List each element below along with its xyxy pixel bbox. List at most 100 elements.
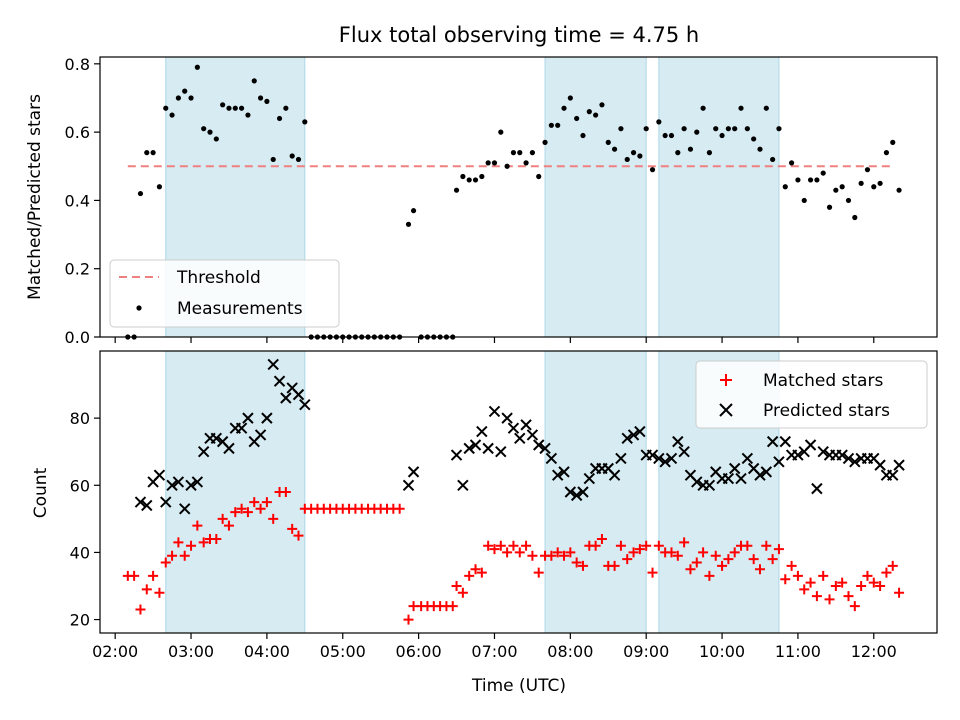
measurement-point	[302, 119, 308, 125]
matched-star-point	[634, 544, 645, 555]
measurement-point	[668, 132, 675, 139]
predicted-star-point	[817, 446, 829, 458]
matched-star-point	[552, 547, 563, 558]
predicted-star-point	[728, 462, 741, 475]
measurement-point	[536, 173, 542, 180]
x-tick-label: 10:00	[699, 642, 745, 661]
matched-star-point	[268, 513, 279, 524]
matched-star-point	[856, 581, 867, 591]
predicted-star-point	[665, 452, 678, 465]
measurement-point	[220, 102, 226, 108]
measurement-point	[555, 122, 561, 128]
matched-star-point	[451, 581, 462, 591]
measurement-point	[732, 126, 738, 132]
matched-star-point	[135, 604, 146, 615]
measurement-point	[510, 150, 517, 156]
predicted-star-point	[804, 439, 817, 451]
measurement-point	[251, 78, 257, 84]
predicted-star-point	[551, 469, 564, 481]
predicted-star-point	[476, 425, 488, 438]
predicted-star-point	[766, 435, 779, 448]
observing-interval-shade	[658, 56, 780, 338]
predicted-star-point	[570, 489, 583, 502]
predicted-star-point	[760, 466, 773, 478]
measurement-point	[542, 139, 548, 145]
predicted-star-point	[457, 479, 469, 491]
legend-matched-label: Matched stars	[763, 371, 883, 391]
measurement-point	[782, 184, 788, 190]
bottom-y-tick-label: 80	[70, 409, 90, 428]
matched-star-point	[628, 547, 639, 558]
measurement-point	[738, 105, 744, 111]
matched-star-point	[868, 577, 879, 588]
matched-star-point	[773, 544, 784, 555]
measurement-point	[852, 214, 858, 221]
matched-star-point	[470, 564, 481, 575]
matched-star-point	[881, 567, 892, 578]
measurement-point	[150, 150, 156, 156]
measurement-point	[586, 109, 592, 115]
matched-star-point	[211, 534, 222, 544]
predicted-star-point	[874, 459, 886, 471]
measurement-point	[725, 126, 731, 132]
predicted-star-point	[836, 449, 848, 461]
top-legend: Threshold Measurements	[109, 259, 340, 328]
matched-star-point	[811, 591, 822, 602]
matched-star-point	[236, 503, 247, 514]
predicted-star-point	[558, 466, 570, 478]
matched-star-point	[786, 560, 797, 571]
predicted-star-point	[273, 375, 286, 387]
matched-star-point	[742, 540, 753, 551]
measurement-point	[833, 187, 839, 193]
measurement-point	[630, 150, 637, 156]
measurement-point	[877, 180, 883, 186]
matched-star-point	[447, 601, 458, 612]
measurement-point	[410, 208, 417, 214]
predicted-star-point	[520, 419, 532, 431]
measurement-point	[599, 102, 605, 108]
predicted-star-point	[615, 452, 627, 465]
matched-star-point	[767, 554, 778, 565]
measurement-point	[858, 180, 864, 186]
matched-star-point	[546, 550, 557, 561]
predicted-star-point	[450, 449, 463, 461]
matched-star-point	[129, 570, 140, 581]
predicted-star-point	[235, 422, 248, 434]
predicted-star-point	[292, 388, 305, 401]
measurement-point	[751, 136, 757, 142]
matched-star-point	[843, 591, 854, 602]
matched-star-point	[653, 540, 664, 551]
predicted-star-point	[469, 439, 482, 451]
measurement-point	[883, 150, 890, 156]
matched-star-point	[894, 587, 905, 598]
matched-star-point	[849, 601, 860, 612]
top-y-tick-label: 0.2	[65, 260, 90, 279]
predicted-star-point	[514, 432, 526, 444]
predicted-star-point	[893, 459, 905, 471]
legend-predicted-label: Predicted stars	[763, 401, 890, 421]
matched-star-point	[792, 570, 803, 581]
matched-star-point	[887, 560, 898, 571]
predicted-star-point	[627, 429, 640, 441]
matched-star-point	[717, 560, 728, 571]
predicted-star-point	[539, 442, 551, 455]
measurement-point	[649, 167, 656, 173]
measurement-point	[201, 126, 207, 132]
predicted-star-point	[488, 405, 501, 418]
predicted-star-point	[495, 446, 507, 458]
matched-star-point	[141, 584, 152, 595]
measurement-point	[207, 129, 213, 135]
measurement-point	[662, 132, 668, 139]
measurement-point	[788, 160, 795, 166]
measurement-point	[270, 156, 276, 163]
matched-star-point	[508, 540, 519, 551]
bottom-y-axis-label: Count	[31, 467, 51, 518]
measurement-point	[694, 129, 700, 135]
matched-star-point	[830, 581, 841, 591]
predicted-star-point	[779, 435, 791, 448]
measurement-point	[656, 119, 662, 125]
measurement-point	[864, 167, 871, 173]
measurement-point	[529, 150, 536, 156]
measurement-point	[807, 177, 814, 183]
